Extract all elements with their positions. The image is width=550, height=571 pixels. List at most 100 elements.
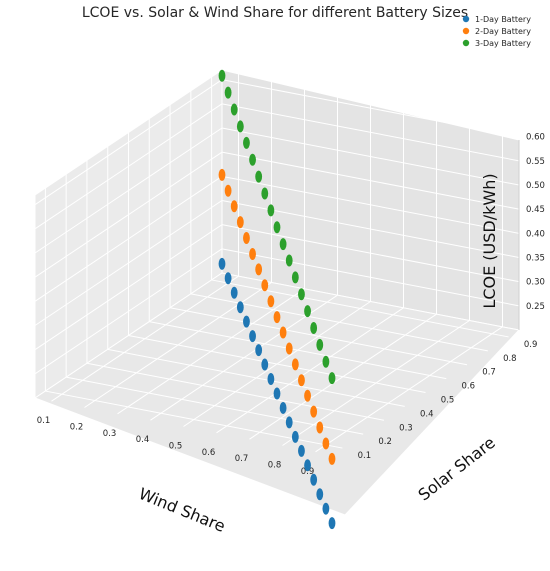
- left-wall-z-gridline: [34, 175, 223, 302]
- left-wall-z-gridline: [34, 151, 223, 278]
- points-layer: [218, 69, 336, 530]
- data-point-series-2: [249, 247, 256, 260]
- data-point-series-2: [243, 232, 250, 245]
- x-tick-label: 0.9: [301, 467, 315, 477]
- data-point-series-1: [273, 387, 281, 400]
- z-tick-label: 0.25: [526, 302, 545, 312]
- data-point-series-2: [230, 200, 238, 213]
- left-wall-z-gridline: [34, 127, 223, 254]
- legend-label-1-day: 1-Day Battery: [475, 15, 531, 24]
- data-point-series-3: [230, 103, 238, 116]
- data-point-series-3: [267, 204, 275, 217]
- y-tick-labels: 0.1 0.2 0.3 0.4 0.5 0.6 0.7 0.8 0.9: [358, 340, 538, 461]
- data-point-series-1: [298, 444, 305, 457]
- legend: 1-Day Battery 2-Day Battery 3-Day Batter…: [462, 15, 531, 48]
- data-point-series-1: [236, 301, 244, 314]
- data-point-series-2: [285, 342, 293, 355]
- legend-label-2-day: 2-Day Battery: [475, 27, 531, 36]
- x-tick-label: 0.5: [169, 442, 183, 452]
- data-point-series-1: [267, 373, 275, 386]
- x-tick-labels: 0.1 0.2 0.3 0.4 0.5 0.6 0.7 0.8 0.9: [37, 416, 315, 477]
- z-axis-label: LCOE (USD/kWh): [480, 173, 499, 308]
- data-point-series-2: [273, 311, 281, 324]
- data-point-series-1: [255, 344, 263, 357]
- y-tick-label: 0.2: [378, 437, 392, 447]
- data-point-series-3: [291, 271, 299, 284]
- data-point-series-2: [304, 389, 311, 402]
- back-wall-z-gridline: [221, 175, 520, 234]
- x-tick-label: 0.4: [136, 435, 150, 445]
- data-point-series-3: [261, 187, 269, 200]
- z-tick-labels: 0.25 0.30 0.35 0.40 0.45 0.50 0.55 0.60: [526, 133, 545, 312]
- data-point-series-2: [261, 279, 269, 292]
- data-point-series-3: [243, 136, 250, 149]
- data-point-series-3: [322, 355, 330, 368]
- back-wall-z-gridline: [221, 103, 520, 162]
- data-point-series-1: [230, 286, 238, 299]
- data-point-series-2: [310, 405, 318, 418]
- data-point-series-3: [236, 120, 244, 133]
- data-point-series-3: [279, 238, 287, 251]
- data-point-series-2: [236, 216, 244, 229]
- z-tick-label: 0.60: [526, 133, 545, 143]
- left-wall-z-gridline: [34, 200, 223, 326]
- data-point-series-3: [310, 322, 318, 334]
- z-tick-label: 0.35: [526, 254, 545, 264]
- back-wall-z-gridline: [221, 224, 520, 283]
- y-tick-label: 0.7: [482, 368, 496, 378]
- data-point-series-3: [255, 170, 263, 183]
- data-point-series-1: [279, 401, 287, 414]
- chart-title: LCOE vs. Solar & Wind Share for differen…: [82, 5, 468, 21]
- data-point-series-3: [224, 86, 232, 99]
- z-tick-label: 0.45: [526, 205, 545, 215]
- back-wall-z-gridline: [221, 79, 520, 138]
- x-tick-label: 0.3: [103, 429, 117, 439]
- data-point-series-1: [316, 488, 324, 501]
- data-point-series-1: [322, 502, 330, 515]
- legend-marker-3-day: [462, 39, 470, 47]
- y-tick-label: 0.4: [420, 409, 434, 419]
- left-wall-z-gridline: [34, 103, 223, 230]
- left-wall-z-gridline: [34, 224, 223, 351]
- data-point-series-1: [249, 330, 256, 343]
- x-tick-label: 0.2: [70, 423, 84, 433]
- y-axis-label: Solar Share: [415, 433, 499, 505]
- data-point-series-3: [298, 288, 305, 301]
- data-point-series-2: [218, 168, 226, 181]
- x-axis-label: Wind Share: [136, 484, 228, 536]
- floor-gridline-x: [315, 326, 503, 453]
- data-point-series-1: [310, 473, 318, 486]
- data-point-series-3: [249, 153, 256, 166]
- data-point-series-3: [218, 69, 226, 82]
- data-point-series-3: [304, 305, 311, 318]
- z-tick-label: 0.40: [526, 229, 545, 239]
- back-wall-z-gridline: [221, 248, 520, 307]
- left-wall-z-gridline: [34, 79, 223, 206]
- y-tick-label: 0.1: [358, 451, 372, 461]
- data-point-series-1: [261, 358, 269, 371]
- floor-gridline-y: [211, 279, 509, 338]
- data-point-series-1: [285, 416, 293, 429]
- legend-label-3-day: 3-Day Battery: [475, 39, 531, 48]
- data-point-series-1: [328, 517, 336, 530]
- data-point-series-2: [291, 358, 299, 371]
- data-point-series-2: [298, 374, 305, 387]
- x-tick-label: 0.8: [268, 461, 282, 471]
- y-tick-label: 0.9: [524, 340, 538, 350]
- back-wall-z-gridline: [221, 151, 520, 210]
- data-point-series-2: [224, 184, 232, 197]
- left-wall-z-gridline: [34, 248, 223, 375]
- z-tick-label: 0.55: [526, 157, 545, 167]
- data-point-series-1: [304, 459, 311, 472]
- data-point-series-3: [328, 372, 336, 385]
- y-tick-label: 0.6: [462, 382, 476, 392]
- z-tick-label: 0.50: [526, 181, 545, 191]
- legend-marker-1-day: [462, 15, 470, 23]
- data-point-series-1: [243, 315, 250, 328]
- data-point-series-3: [316, 338, 324, 351]
- z-tick-label: 0.30: [526, 278, 545, 288]
- data-point-series-2: [322, 437, 330, 450]
- data-point-series-3: [285, 254, 293, 267]
- data-point-series-1: [224, 272, 232, 285]
